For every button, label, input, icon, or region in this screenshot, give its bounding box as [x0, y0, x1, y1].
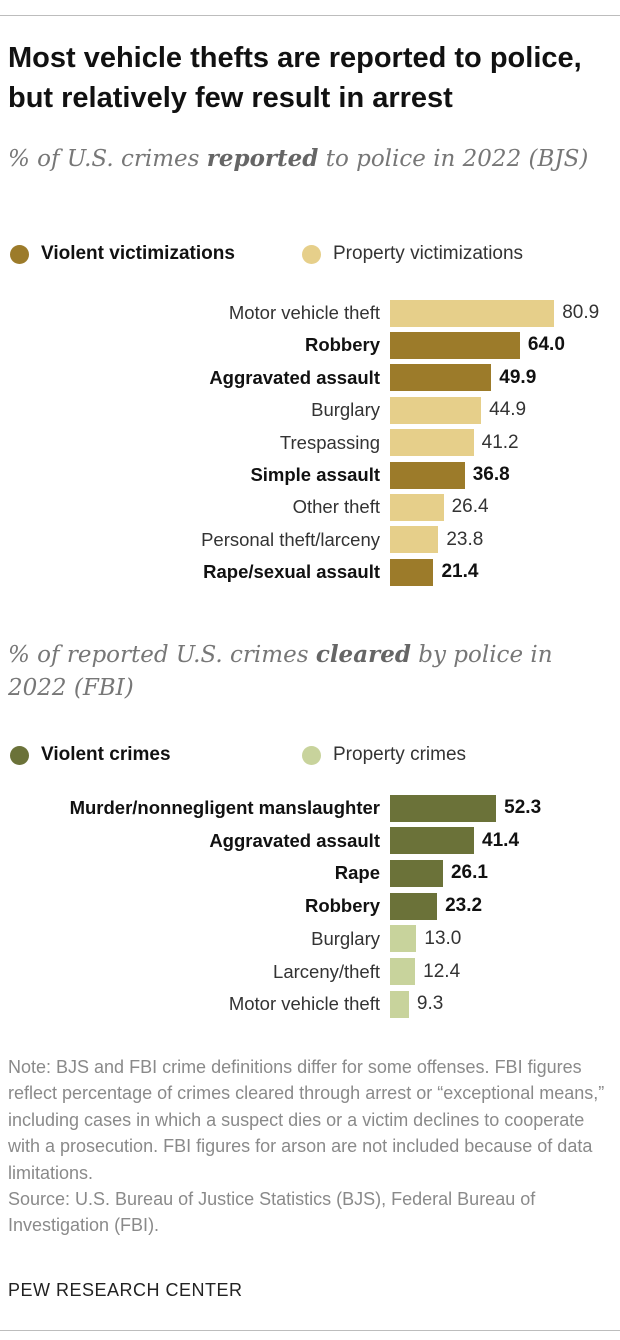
category-label: Trespassing: [279, 431, 380, 453]
category-label: Personal theft/larceny: [201, 528, 380, 550]
note: Note: BJS and FBI crime definitions diff…: [8, 1054, 620, 1239]
value-label: 21.4: [441, 561, 479, 583]
value-label: 26.1: [450, 862, 488, 884]
subtitle-part: reported: [206, 145, 319, 172]
bar: [390, 331, 520, 359]
value-label: 41.2: [481, 431, 519, 453]
subtitle-part: to police in 2022 (BJS): [325, 146, 589, 172]
category-label: Burglary: [311, 927, 380, 949]
legend-swatch: [10, 745, 29, 765]
subtitle: % of reported U.S. crimes cleared by pol…: [8, 638, 598, 705]
category-label: Simple assault: [250, 464, 380, 485]
title: Most vehicle thefts are reported to poli…: [8, 42, 582, 114]
bar: [390, 364, 492, 392]
value-label: 44.9: [489, 399, 527, 421]
source-text: Source: U.S. Bureau of Justice Statistic…: [8, 1189, 536, 1236]
bar: [390, 892, 438, 920]
bar: [390, 827, 475, 855]
category-label: Motor vehicle theft: [228, 302, 380, 323]
legend-label: Property crimes: [333, 744, 467, 765]
bar: [390, 429, 474, 457]
bar: [390, 558, 434, 586]
bar: [390, 958, 416, 985]
value-label: 80.9: [562, 302, 600, 323]
legend-label: Violent crimes: [41, 744, 171, 765]
category-label: Rape: [334, 862, 380, 884]
category-label: Robbery: [304, 895, 380, 917]
category-label: Larceny/theft: [273, 960, 380, 982]
value-label: 36.8: [472, 464, 510, 485]
subtitle-part: % of reported U.S. crimes: [8, 642, 309, 668]
legend-item: Property crimes: [302, 743, 466, 767]
footer: PEW RESEARCH CENTER: [8, 1280, 243, 1300]
bar: [390, 925, 417, 953]
legend-label: Property victimizations: [333, 243, 524, 264]
subtitle-part: by police in 2022 (FBI): [8, 642, 553, 701]
value-label: 9.3: [416, 993, 444, 1015]
value-label: 64.0: [527, 334, 565, 356]
value-label: 41.4: [482, 829, 520, 851]
value-label: 13.0: [424, 927, 462, 949]
category-label: Rape/sexual assault: [203, 561, 380, 583]
legend-item: Violent crimes: [10, 743, 171, 767]
legend-item: Violent victimizations: [10, 242, 235, 266]
legend-label: Violent victimizations: [41, 243, 235, 264]
legend-swatch: [302, 244, 321, 264]
category-label: Robbery: [304, 334, 380, 356]
legend-swatch: [10, 244, 29, 264]
note-text: Note: BJS and FBI crime definitions diff…: [8, 1057, 605, 1183]
bottom-rule: [0, 1330, 620, 1331]
value-label: 23.8: [446, 528, 484, 550]
bar: [390, 794, 497, 822]
value-label: 12.4: [423, 960, 461, 982]
value-label: 23.2: [445, 895, 483, 917]
value-label: 26.4: [451, 496, 489, 518]
value-label: 52.3: [504, 797, 542, 818]
bar: [390, 461, 465, 489]
bar: [390, 396, 482, 424]
category-label: Other theft: [292, 496, 380, 518]
bar: [390, 493, 444, 521]
category-label: Aggravated assault: [209, 829, 380, 851]
subtitle: % of U.S. crimes reported to police in 2…: [8, 142, 598, 176]
subtitle-part: cleared: [315, 641, 411, 668]
value-label: 49.9: [499, 366, 537, 388]
category-label: Motor vehicle theft: [228, 993, 380, 1015]
bar: [390, 859, 443, 887]
category-label: Aggravated assault: [209, 366, 380, 388]
category-label: Burglary: [311, 399, 380, 421]
subtitle-part: % of U.S. crimes: [8, 146, 200, 172]
legend-swatch: [302, 745, 321, 765]
bar: [390, 990, 409, 1018]
bar: [390, 299, 555, 327]
legend-item: Property victimizations: [302, 242, 523, 266]
category-label: Murder/nonnegligent manslaughter: [69, 797, 380, 818]
bar: [390, 526, 439, 554]
top-rule: [0, 15, 620, 16]
